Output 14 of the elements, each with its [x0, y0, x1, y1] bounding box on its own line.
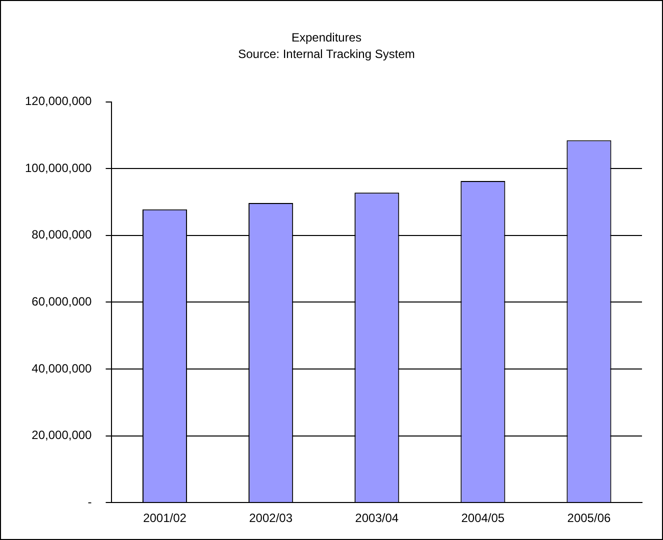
x-tick-label: 2003/04: [355, 511, 399, 526]
chart-title: Expenditures: [291, 30, 362, 45]
x-tick-label: 2002/03: [249, 511, 293, 526]
chart-subtitle: Source: Internal Tracking System: [238, 46, 415, 61]
x-tick-label: 2004/05: [461, 511, 505, 526]
y-tick-label: -: [88, 494, 92, 509]
y-tick-label: 120,000,000: [25, 94, 92, 108]
y-tick-label: 20,000,000: [32, 428, 92, 442]
y-tick-label: 80,000,000: [32, 228, 92, 242]
y-tick-label: 40,000,000: [32, 361, 92, 376]
x-tick-label: 2005/06: [567, 511, 611, 526]
x-tick-label: 2001/02: [143, 511, 187, 526]
y-tick-label: 60,000,000: [32, 294, 92, 309]
y-tick-label: 100,000,000: [25, 160, 92, 175]
